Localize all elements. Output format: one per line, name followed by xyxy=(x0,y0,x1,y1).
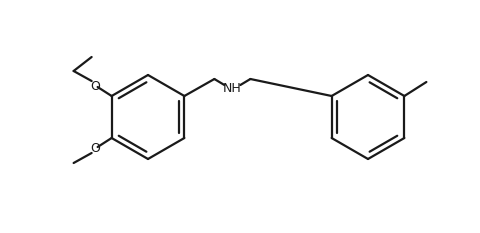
Text: O: O xyxy=(91,79,101,93)
Text: O: O xyxy=(91,141,101,154)
Text: NH: NH xyxy=(223,82,242,96)
